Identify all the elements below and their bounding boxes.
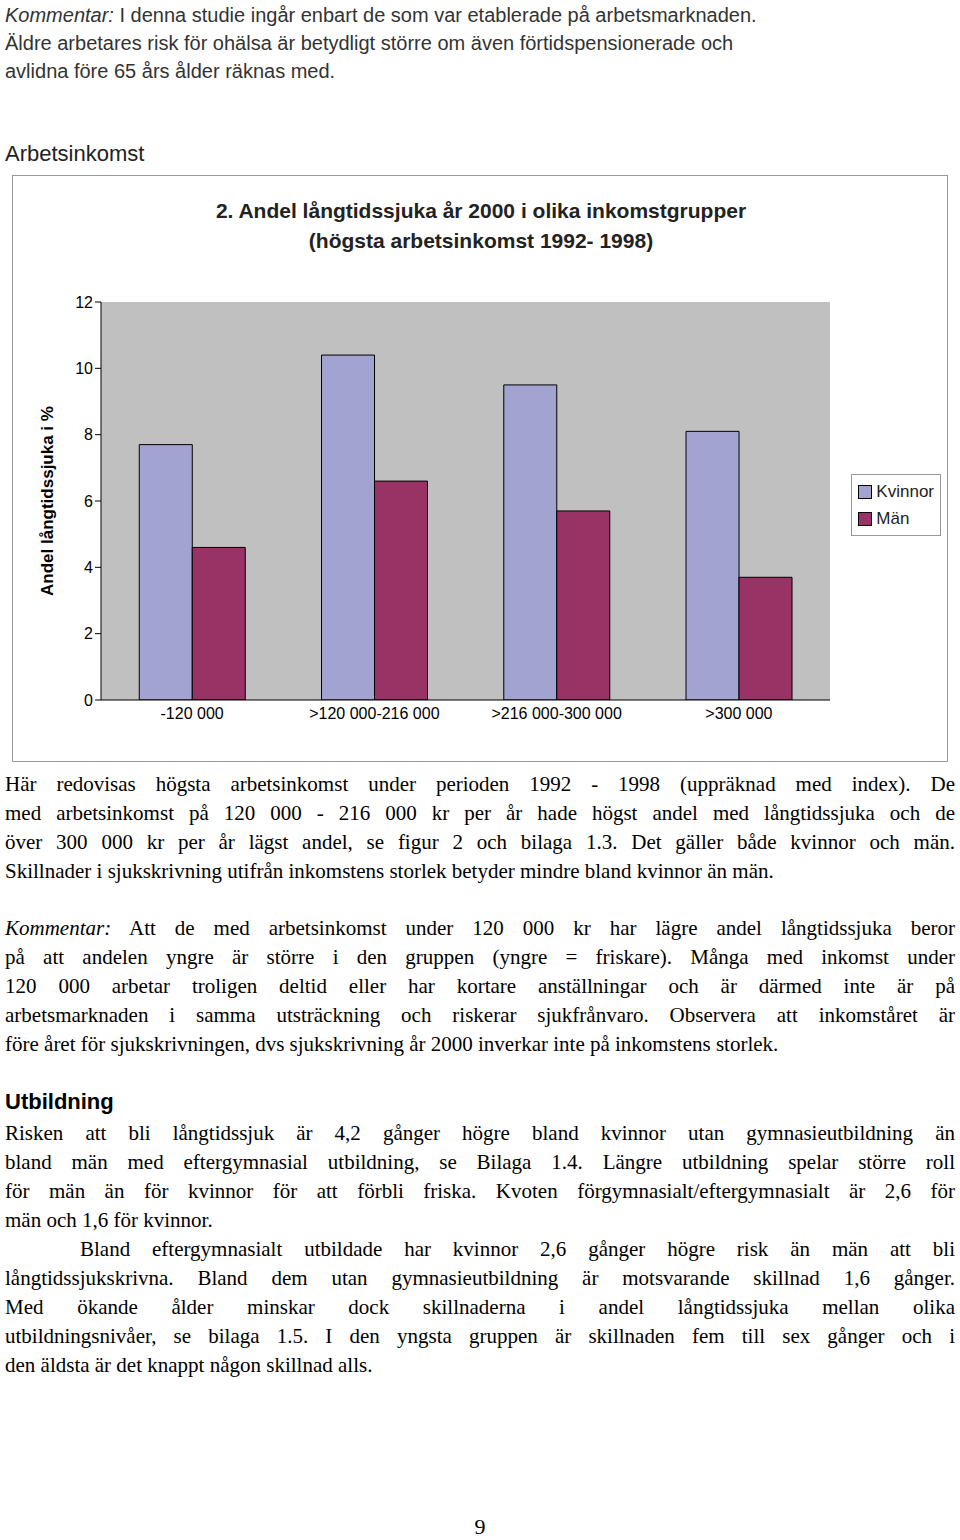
html-text:Kvinnor: Kvinnor (876, 481, 934, 501)
svg-text:>216 000-300 000: >216 000-300 000 (491, 705, 621, 722)
svg-text:>120 000-216 000: >120 000-216 000 (309, 705, 439, 722)
html-text:Arbetsinkomst: Arbetsinkomst (5, 141, 145, 166)
html-text:Risken att bli långtidssjuk är: Risken att bli långtidssjuk är 4,2 gånge… (5, 1121, 955, 1145)
html-text:Utbildning: Utbildning (5, 1089, 114, 1114)
html-text:utbildningsnivåer, se bilaga 1: utbildningsnivåer, se bilaga 1.5. I den … (5, 1324, 955, 1348)
svg-text:4: 4 (84, 559, 93, 576)
html-text:för män än för kvinnor för att: för män än för kvinnor för att förbli fr… (5, 1179, 955, 1203)
html-text:män och 1,6 för kvinnor.: män och 1,6 för kvinnor. (5, 1208, 213, 1232)
html-text:Kommentar:: Kommentar: (5, 916, 112, 940)
html-text:Med ökande ålder minskar dock: Med ökande ålder minskar dock skillnader… (5, 1295, 955, 1319)
svg-text:-120 000: -120 000 (161, 705, 224, 722)
html-text:bland män med eftergymnasial u: bland män med eftergymnasial utbildning,… (5, 1150, 955, 1174)
html-text:långtidssjukskrivna. Bland dem: långtidssjukskrivna. Bland dem utan gymn… (5, 1266, 955, 1290)
html-text:(högsta arbetsinkomst 1992- 19: (högsta arbetsinkomst 1992- 1998) (308, 229, 654, 252)
svg-text:10: 10 (75, 360, 93, 377)
html-text:med arbetsinkomst på 120 000 -: med arbetsinkomst på 120 000 - 216 000 k… (5, 801, 955, 825)
html-text:arbetsmarknaden i samma utsträ: arbetsmarknaden i samma utsträckning och… (5, 1003, 955, 1027)
svg-text:8: 8 (84, 426, 93, 443)
html-text:Män: Män (876, 508, 910, 528)
svg-text:12: 12 (75, 294, 93, 311)
html-text:Kommentar: I denna studie ingå: Kommentar: I denna studie ingår enbart d… (5, 4, 757, 26)
html-text:Här redovisas högsta arbetsink: Här redovisas högsta arbetsinkomst under… (5, 772, 955, 796)
svg-text:2: 2 (84, 625, 93, 642)
html-text:över 300 000 kr per år lägst a: över 300 000 kr per år lägst andel, se f… (5, 830, 955, 854)
svg-text:Andel långtidssjuka i %: Andel långtidssjuka i % (38, 406, 57, 596)
svg-text:>300 000: >300 000 (705, 705, 772, 722)
html-text:den äldsta är det knappt någon: den äldsta är det knappt någon skillnad … (5, 1353, 373, 1377)
svg-text:0: 0 (84, 692, 93, 709)
html-text:Bland eftergymnasialt utbildad: Bland eftergymnasialt utbildade har kvin… (80, 1237, 955, 1261)
html-text:120 000 arbetar troligen delti: 120 000 arbetar troligen deltid eller ha… (5, 974, 955, 998)
html-text:9: 9 (474, 1514, 486, 1539)
html-text:Skillnader i sjukskrivning uti: Skillnader i sjukskrivning utifrån inkom… (5, 859, 774, 883)
html-text:2. Andel långtidssjuka år 2000: 2. Andel långtidssjuka år 2000 i olika i… (215, 199, 747, 222)
html-text:Att de med arbetsinkomst under: Att de med arbetsinkomst under 120 000 k… (129, 916, 955, 940)
html-text:på att andelen yngre är större: på att andelen yngre är större i den gru… (5, 945, 955, 969)
svg-text:6: 6 (84, 493, 93, 510)
html-text:Äldre arbetares risk för ohäls: Äldre arbetares risk för ohälsa är betyd… (5, 32, 734, 54)
html-text:före året för sjukskrivningen,: före året för sjukskrivningen, dvs sjuks… (5, 1032, 779, 1056)
html-text:avlidna före 65 års ålder räkn: avlidna före 65 års ålder räknas med. (5, 60, 336, 82)
